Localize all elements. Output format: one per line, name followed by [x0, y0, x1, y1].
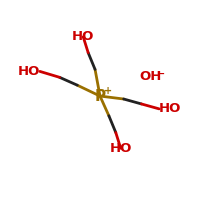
Text: −: − [157, 68, 165, 78]
Text: HO: HO [17, 65, 40, 78]
Text: +: + [104, 86, 112, 96]
Text: OH: OH [139, 70, 161, 83]
Text: P: P [94, 89, 106, 104]
Text: HO: HO [72, 30, 94, 43]
Text: HO: HO [159, 102, 182, 115]
Text: HO: HO [110, 142, 132, 155]
